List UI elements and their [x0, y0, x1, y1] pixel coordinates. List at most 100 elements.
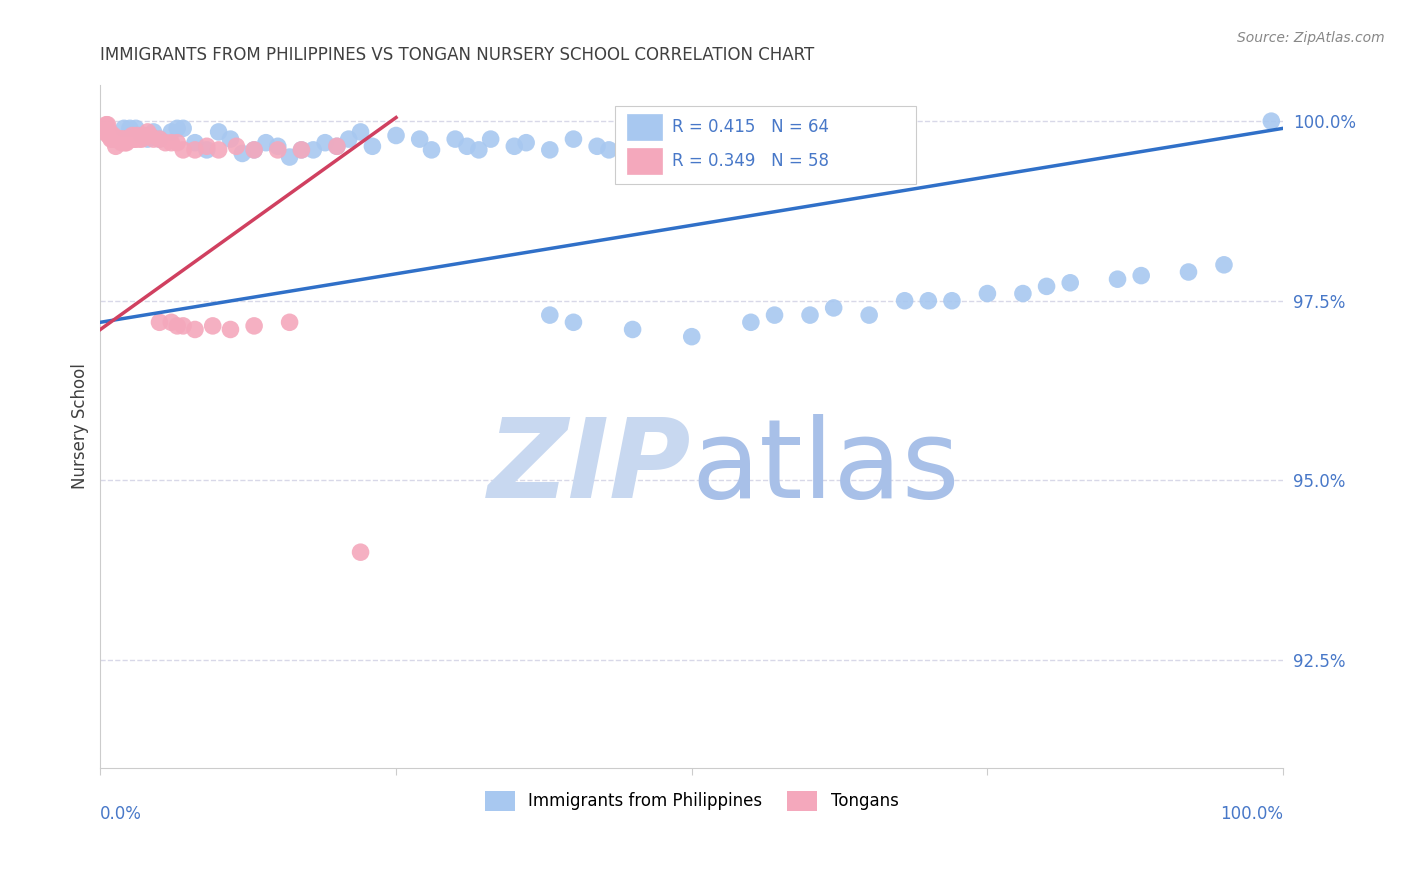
Point [302, 143, 325, 157]
Point [385, 128, 408, 143]
Point [1035, 279, 1057, 293]
Point [160, 315, 183, 329]
Point [538, 143, 561, 157]
Point [538, 308, 561, 322]
Point [148, 315, 170, 329]
Point [98, 125, 121, 139]
Point [290, 143, 312, 157]
Point [93, 125, 115, 139]
Point [1130, 268, 1153, 283]
Point [243, 318, 266, 333]
Point [231, 146, 253, 161]
Point [858, 308, 880, 322]
Point [349, 125, 371, 139]
Point [917, 293, 939, 308]
Point [160, 125, 183, 139]
Point [657, 136, 679, 150]
Point [97, 128, 120, 143]
Point [799, 308, 821, 322]
Point [114, 136, 136, 150]
Point [136, 125, 159, 139]
Point [314, 136, 336, 150]
Point [893, 293, 915, 308]
Point [112, 121, 135, 136]
Point [132, 128, 155, 143]
Point [166, 121, 188, 136]
Text: R = 0.349   N = 58: R = 0.349 N = 58 [672, 152, 828, 170]
Point [479, 132, 502, 146]
Point [219, 132, 242, 146]
Point [101, 132, 124, 146]
Point [131, 128, 153, 143]
Point [118, 121, 141, 136]
Point [1177, 265, 1199, 279]
Point [184, 143, 207, 157]
Point [195, 143, 218, 157]
Point [122, 132, 145, 146]
Text: 0.0%: 0.0% [100, 805, 142, 823]
Point [125, 132, 148, 146]
Point [131, 132, 153, 146]
Point [941, 293, 963, 308]
Point [115, 136, 138, 150]
Point [103, 128, 125, 143]
Point [155, 136, 177, 150]
Point [763, 308, 786, 322]
Point [118, 132, 141, 146]
Point [976, 286, 998, 301]
Point [96, 118, 118, 132]
Point [1107, 272, 1129, 286]
Point [361, 139, 384, 153]
Point [337, 132, 360, 146]
Point [184, 136, 207, 150]
Point [139, 128, 162, 143]
Point [142, 125, 165, 139]
FancyBboxPatch shape [627, 148, 662, 174]
Point [142, 132, 165, 146]
Point [468, 143, 491, 157]
FancyBboxPatch shape [614, 105, 917, 184]
Point [278, 315, 301, 329]
Point [96, 118, 118, 132]
Point [172, 143, 194, 157]
FancyBboxPatch shape [627, 114, 662, 140]
Point [740, 315, 762, 329]
Legend: Immigrants from Philippines, Tongans: Immigrants from Philippines, Tongans [485, 791, 898, 811]
Text: Source: ZipAtlas.com: Source: ZipAtlas.com [1237, 31, 1385, 45]
Point [160, 136, 183, 150]
Point [823, 301, 845, 315]
Point [267, 139, 290, 153]
Point [503, 139, 526, 153]
Point [278, 150, 301, 164]
Point [420, 143, 443, 157]
Text: R = 0.415   N = 64: R = 0.415 N = 64 [672, 118, 828, 136]
Point [111, 132, 134, 146]
Text: ZIP: ZIP [488, 414, 692, 521]
Point [326, 139, 349, 153]
Point [207, 143, 229, 157]
Text: 100.0%: 100.0% [1220, 805, 1284, 823]
Point [184, 322, 207, 336]
Point [562, 132, 585, 146]
Text: atlas: atlas [692, 414, 960, 521]
Point [681, 329, 703, 343]
Point [136, 132, 159, 146]
Point [621, 322, 644, 336]
Point [598, 143, 620, 157]
Point [166, 318, 188, 333]
Point [103, 132, 125, 146]
Point [562, 315, 585, 329]
Point [225, 139, 247, 153]
Point [1260, 114, 1282, 128]
Point [128, 132, 150, 146]
Point [456, 139, 478, 153]
Point [621, 128, 644, 143]
Point [166, 136, 188, 150]
Point [681, 132, 703, 146]
Point [243, 143, 266, 157]
Point [107, 132, 129, 146]
Text: IMMIGRANTS FROM PHILIPPINES VS TONGAN NURSERY SCHOOL CORRELATION CHART: IMMIGRANTS FROM PHILIPPINES VS TONGAN NU… [100, 46, 814, 64]
Point [1012, 286, 1035, 301]
Point [172, 121, 194, 136]
Point [201, 318, 224, 333]
